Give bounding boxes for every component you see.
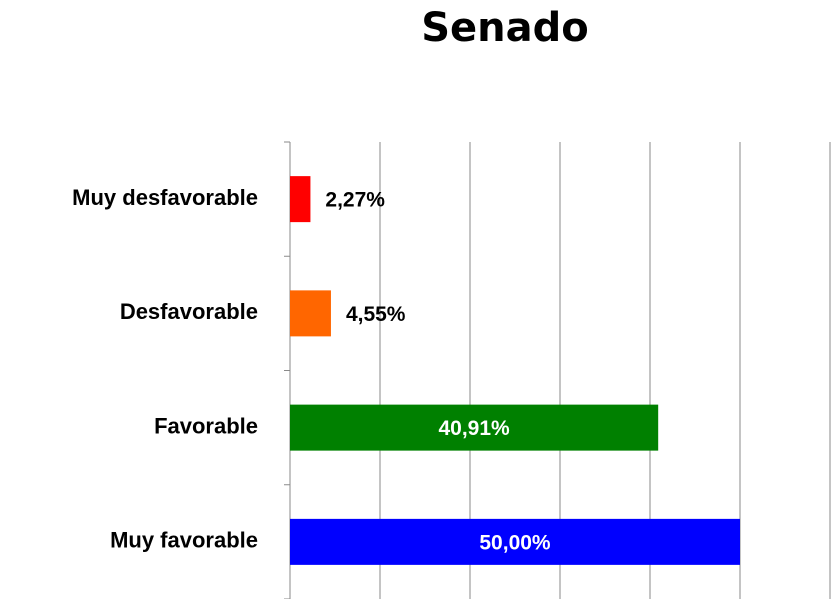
y-tick-label: Desfavorable xyxy=(120,299,258,324)
bar xyxy=(290,404,659,451)
y-tick-label: Muy favorable xyxy=(110,528,258,553)
bar xyxy=(290,176,311,223)
value-label: 2,27% xyxy=(325,189,385,212)
y-tick-label: Favorable xyxy=(154,413,258,438)
y-tick-label: Muy desfavorable xyxy=(72,185,258,210)
value-label: 40,91% xyxy=(438,417,510,440)
chart-title: Senado xyxy=(421,5,589,51)
bar xyxy=(290,290,331,337)
value-label: 50,00% xyxy=(479,531,551,554)
bar xyxy=(290,518,740,565)
value-label: 4,55% xyxy=(346,303,406,326)
